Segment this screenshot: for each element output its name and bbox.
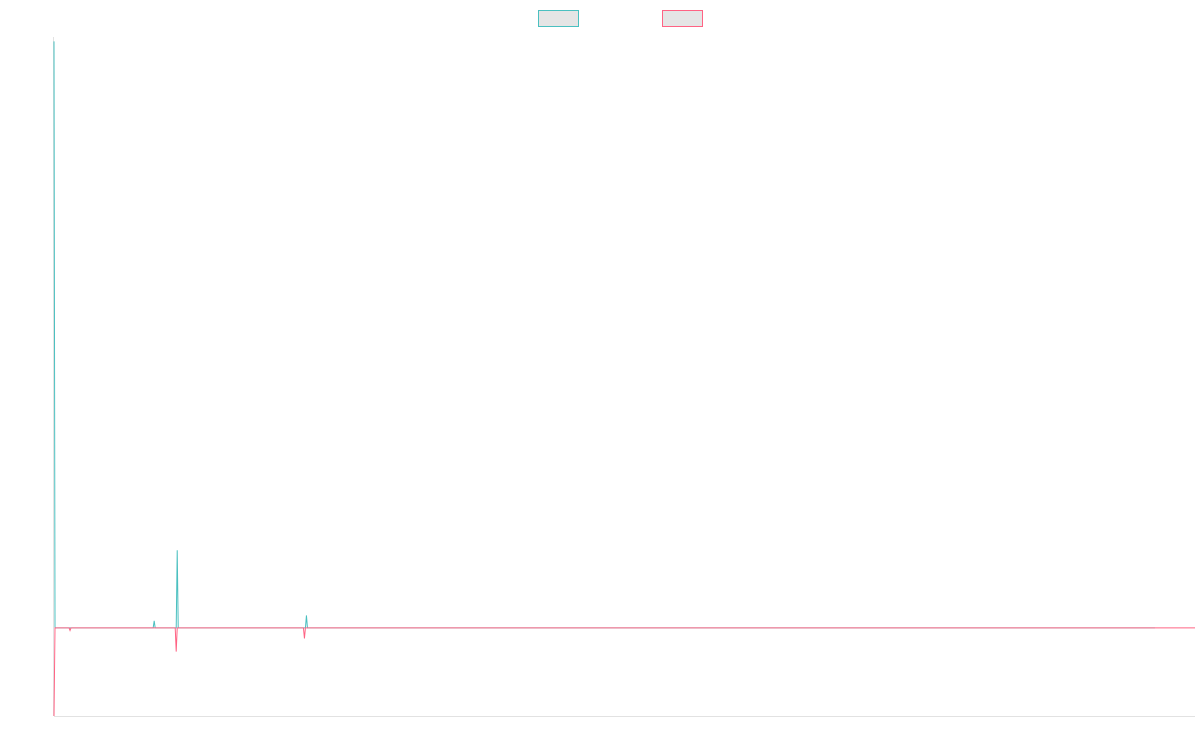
series-layer xyxy=(53,41,1195,717)
series-2-line xyxy=(53,627,1195,717)
legend-swatch-1[interactable] xyxy=(538,10,579,27)
legend-item-2[interactable] xyxy=(662,10,703,27)
legend xyxy=(538,10,703,27)
legend-item-1[interactable] xyxy=(538,10,579,27)
axes xyxy=(53,37,1195,717)
series-2 xyxy=(53,627,1195,717)
legend-swatch-2[interactable] xyxy=(662,10,703,27)
series-1 xyxy=(53,41,1155,629)
series-1-line xyxy=(53,41,1155,629)
